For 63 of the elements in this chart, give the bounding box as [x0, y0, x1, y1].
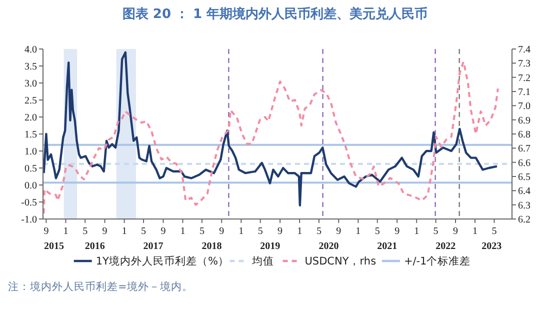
y2-tick-label: 7.4 [518, 44, 530, 56]
x2-tick-label: 2019 [260, 241, 280, 252]
legend-label: +/-1个标准差 [404, 254, 471, 268]
y2-tick-label: 6.4 [518, 186, 530, 198]
x-tick-label: 9 [452, 226, 458, 237]
x-tick-label: 9 [219, 226, 224, 237]
y2-tick-label: 6.2 [518, 214, 530, 226]
x-tick-label: 1 [238, 226, 244, 237]
y2-tick-label: 6.3 [518, 200, 530, 212]
x-tick-label: 5 [433, 226, 438, 237]
x-tick-label: 5 [82, 226, 88, 237]
y2-tick-label: 6.6 [518, 158, 530, 169]
x2-tick-label: 2022 [436, 241, 456, 252]
y2-tick-label: 6.7 [518, 144, 530, 155]
x-tick-label: 9 [336, 226, 342, 237]
y-tick-label: 0.0 [24, 180, 37, 192]
legend-label: 均值 [250, 256, 274, 268]
chart-title: 图表 20 ： 1 年期境内外人民币利差、美元兑人民币 [122, 6, 428, 22]
x2-tick-label: 2017 [143, 241, 164, 252]
x-tick-label: 9 [278, 226, 283, 237]
y2-tick-label: 6.9 [518, 115, 530, 126]
x-tick-label: 1 [297, 226, 302, 237]
y-tick-label: 4.0 [24, 44, 37, 56]
x2-tick-label: 2016 [84, 241, 105, 252]
legend-label: USDCNY，rhs [304, 256, 376, 268]
y2-tick-label: 6.8 [518, 130, 530, 140]
y-tick-label: 3.5 [24, 62, 37, 72]
y-tick-label: 1.5 [24, 130, 37, 140]
x-tick-label: 5 [141, 226, 146, 237]
x-tick-label: 1 [414, 226, 420, 237]
y-tick-label: 2.0 [24, 112, 37, 124]
x-tick-label: 5 [316, 226, 322, 237]
y2-tick-label: 6.5 [518, 172, 530, 183]
x-tick-label: 5 [492, 226, 497, 237]
x2-tick-label: 2023 [482, 241, 502, 252]
y2-tick-label: 7.1 [518, 87, 530, 98]
y2-tick-label: 7.2 [518, 72, 530, 84]
y2-tick-label: 7.0 [518, 101, 530, 112]
x2-tick-label: 2015 [44, 241, 64, 252]
x-tick-label: 5 [199, 226, 204, 237]
x2-tick-label: 2020 [318, 241, 339, 252]
x-tick-label: 1 [63, 226, 68, 237]
text: 注：境内外人民币利差=境外－境内。 [8, 280, 193, 293]
x-tick-label: 9 [160, 226, 166, 237]
y-tick-label: -0.5 [21, 198, 37, 208]
x-tick-label: 9 [102, 226, 108, 237]
y-tick-label: 1.0 [24, 146, 37, 158]
y2-tick-label: 7.3 [518, 58, 530, 70]
x-tick-label: 5 [374, 226, 380, 237]
y-tick-label: 3.0 [24, 78, 37, 90]
y-tick-label: -1.0 [21, 214, 37, 226]
x-tick-label: 1 [472, 226, 478, 237]
x-tick-label: 9 [44, 226, 49, 237]
x-tick-label: 5 [258, 226, 263, 237]
x2-tick-label: 2018 [202, 241, 222, 252]
x-tick-label: 1 [356, 226, 361, 237]
y-tick-label: 2.5 [24, 96, 37, 106]
x-tick-label: 9 [394, 226, 400, 237]
y-tick-label: 0.5 [24, 164, 37, 174]
x-tick-label: 1 [180, 226, 186, 237]
x2-tick-label: 2021 [377, 241, 398, 252]
legend-label: 1Y境内外人民币利差（%） [96, 254, 229, 268]
x-tick-label: 1 [122, 226, 127, 237]
